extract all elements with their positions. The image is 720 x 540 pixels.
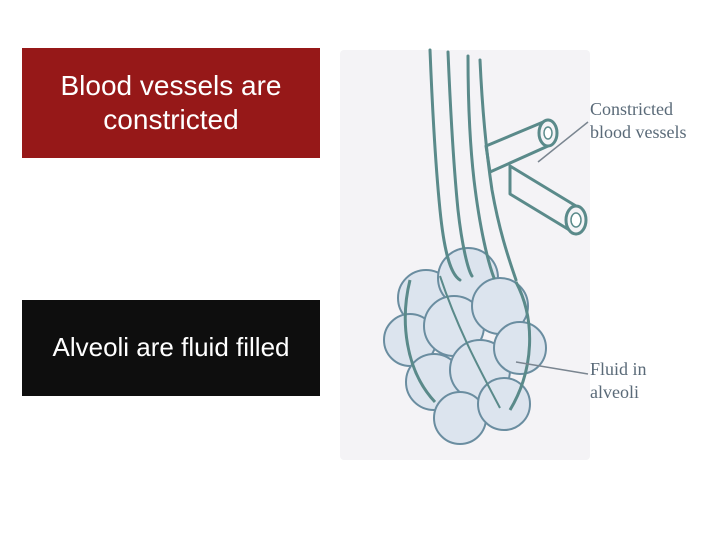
label-line: Constricted bbox=[590, 98, 687, 121]
alveoli-svg bbox=[340, 30, 710, 470]
caption-alveoli-text: Alveoli are fluid filled bbox=[52, 332, 289, 363]
caption-blood-vessels-text: Blood vessels are constricted bbox=[22, 69, 320, 136]
label-line: Fluid in bbox=[590, 358, 647, 381]
label-constricted-vessels: Constricted blood vessels bbox=[590, 98, 687, 143]
label-fluid-alveoli: Fluid in alveoli bbox=[590, 358, 647, 403]
alveoli-diagram: Constricted blood vessels Fluid in alveo… bbox=[340, 30, 710, 470]
label-line: alveoli bbox=[590, 381, 647, 404]
label-line: blood vessels bbox=[590, 121, 687, 144]
caption-alveoli: Alveoli are fluid filled bbox=[22, 300, 320, 396]
caption-blood-vessels: Blood vessels are constricted bbox=[22, 48, 320, 158]
